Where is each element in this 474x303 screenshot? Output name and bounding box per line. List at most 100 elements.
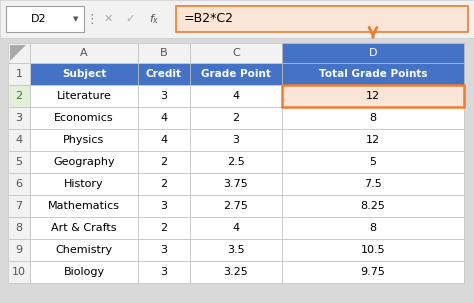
Bar	[190, 63, 282, 85]
Text: Credit: Credit	[146, 69, 182, 79]
Text: 5: 5	[370, 157, 376, 167]
Text: 3: 3	[161, 201, 167, 211]
Bar	[8, 239, 30, 261]
Bar	[190, 173, 282, 195]
Text: $f_x$: $f_x$	[149, 12, 159, 26]
Text: 8: 8	[369, 223, 376, 233]
Text: C: C	[232, 48, 240, 58]
Text: B: B	[160, 48, 168, 58]
Bar	[190, 43, 282, 63]
Polygon shape	[10, 45, 26, 61]
Bar	[190, 129, 282, 151]
Bar	[282, 85, 464, 107]
Text: Literature: Literature	[56, 91, 111, 101]
Text: 3.5: 3.5	[227, 245, 245, 255]
Bar	[138, 239, 190, 261]
Text: 2: 2	[160, 157, 168, 167]
Bar	[190, 239, 282, 261]
Bar	[30, 239, 138, 261]
Text: 4: 4	[160, 135, 168, 145]
Bar	[138, 107, 190, 129]
Bar	[138, 85, 190, 107]
Bar	[190, 107, 282, 129]
Text: Subject: Subject	[62, 69, 106, 79]
Text: ⋮: ⋮	[86, 12, 98, 25]
Bar	[138, 43, 190, 63]
Text: 4: 4	[232, 223, 239, 233]
Text: 12: 12	[366, 91, 380, 101]
Text: 2: 2	[232, 113, 239, 123]
Text: 7: 7	[16, 201, 23, 211]
Text: 2.75: 2.75	[224, 201, 248, 211]
Text: 9.75: 9.75	[361, 267, 385, 277]
Bar	[138, 217, 190, 239]
Text: 8: 8	[369, 113, 376, 123]
Text: D2: D2	[31, 14, 47, 24]
Text: Mathematics: Mathematics	[48, 201, 120, 211]
Text: 2: 2	[160, 223, 168, 233]
Bar	[282, 43, 464, 63]
Bar	[30, 261, 138, 283]
Text: =B2*C2: =B2*C2	[184, 12, 234, 25]
Text: ✕: ✕	[103, 14, 113, 24]
Text: 6: 6	[16, 179, 22, 189]
Bar	[30, 63, 138, 85]
Bar	[8, 107, 30, 129]
Bar	[282, 129, 464, 151]
Text: 3.25: 3.25	[224, 267, 248, 277]
Bar	[6, 6, 84, 32]
Text: Chemistry: Chemistry	[55, 245, 112, 255]
Text: 5: 5	[16, 157, 22, 167]
Text: 2: 2	[160, 179, 168, 189]
Text: 3: 3	[16, 113, 22, 123]
Text: Economics: Economics	[54, 113, 114, 123]
Bar	[30, 173, 138, 195]
Bar	[8, 63, 30, 85]
Text: Physics: Physics	[64, 135, 105, 145]
Bar	[138, 151, 190, 173]
Bar	[30, 85, 138, 107]
Bar	[190, 151, 282, 173]
Bar	[190, 195, 282, 217]
Bar	[138, 173, 190, 195]
Bar	[190, 85, 282, 107]
Text: 10.5: 10.5	[361, 245, 385, 255]
Bar	[8, 195, 30, 217]
Bar	[30, 129, 138, 151]
Text: 7.5: 7.5	[364, 179, 382, 189]
Text: 8: 8	[16, 223, 23, 233]
Text: 3.75: 3.75	[224, 179, 248, 189]
Bar	[282, 195, 464, 217]
Text: 3: 3	[161, 267, 167, 277]
Text: 2.5: 2.5	[227, 157, 245, 167]
Bar	[190, 261, 282, 283]
Bar	[0, 0, 474, 38]
Bar	[30, 43, 138, 63]
Text: 4: 4	[160, 113, 168, 123]
Bar	[30, 107, 138, 129]
Text: ▼: ▼	[73, 16, 79, 22]
Bar	[8, 43, 30, 63]
Bar	[138, 129, 190, 151]
Text: 8.25: 8.25	[361, 201, 385, 211]
Text: 4: 4	[232, 91, 239, 101]
Text: Biology: Biology	[64, 267, 105, 277]
Text: A: A	[80, 48, 88, 58]
Text: Geography: Geography	[53, 157, 115, 167]
Bar	[8, 217, 30, 239]
Text: 3: 3	[161, 245, 167, 255]
Text: 9: 9	[16, 245, 23, 255]
Bar	[282, 261, 464, 283]
Bar	[138, 261, 190, 283]
Bar	[282, 107, 464, 129]
Text: 3: 3	[161, 91, 167, 101]
Text: 12: 12	[366, 135, 380, 145]
Bar	[30, 151, 138, 173]
Bar	[190, 217, 282, 239]
Text: 1: 1	[16, 69, 22, 79]
Bar	[176, 6, 468, 32]
Bar	[8, 173, 30, 195]
Bar	[30, 195, 138, 217]
Text: Total Grade Points: Total Grade Points	[319, 69, 427, 79]
Bar	[282, 173, 464, 195]
